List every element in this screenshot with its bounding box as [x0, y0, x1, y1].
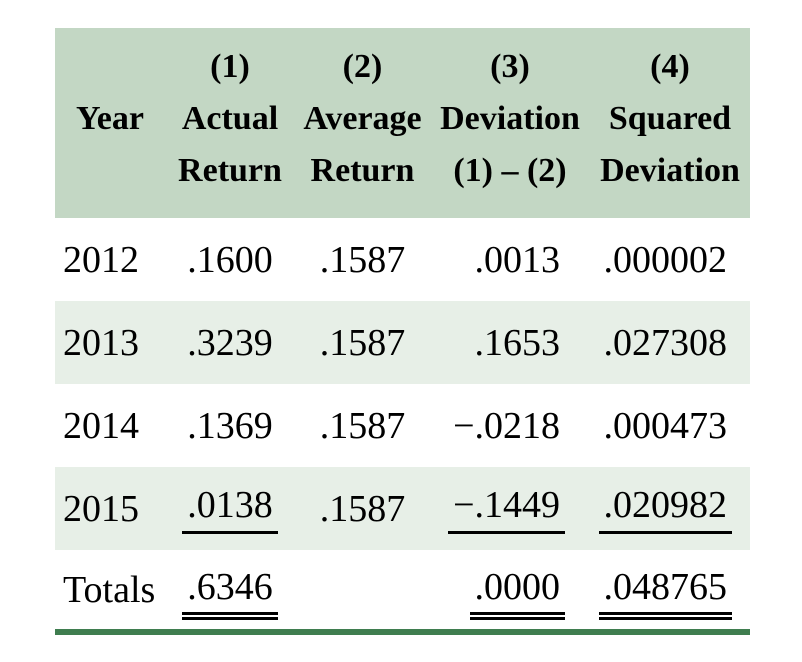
cell-average-return: .1587 [319, 321, 406, 364]
cell-actual-return: .6346 [165, 565, 295, 620]
cell-actual-return: .3239 [187, 321, 273, 364]
cell-deviation: −.1449 [430, 483, 590, 534]
header-col-number: (2) [342, 48, 383, 85]
cell-year: 2012 [63, 238, 139, 281]
header-col-label: Return [310, 152, 415, 189]
cell-average-return: .1587 [319, 238, 406, 281]
cell-deviation: .0013 [474, 238, 561, 281]
row-2015: 2015 .0138 .1587 −.1449 .020982 [55, 467, 750, 550]
header-col-number [55, 41, 165, 93]
cell-actual-return: .1369 [187, 404, 273, 447]
header-col-label: Return [178, 152, 282, 189]
header-col-number: (4) [650, 48, 690, 85]
cell-year: Totals [63, 568, 156, 611]
header-col-label: (1) – (2) [453, 152, 567, 189]
row-totals: Totals .6346 .0000 .048765 [55, 550, 750, 629]
header-col-label: Year [76, 100, 144, 137]
cell-year: 2015 [63, 487, 139, 530]
cell-actual-return: .0138 [165, 483, 295, 534]
cell-average-return: .1587 [319, 404, 406, 447]
cell-year: 2014 [63, 404, 139, 447]
header-squared-deviation: (4) Squared Deviation [590, 41, 750, 218]
cell-year: 2013 [63, 321, 139, 364]
returns-table: Year (1) Actual Return (2) Average Retur… [55, 28, 750, 635]
cell-average-return: .1587 [319, 487, 406, 530]
cell-squared-deviation: .000473 [603, 404, 728, 447]
row-2013: 2013 .3239 .1587 .1653 .027308 [55, 301, 750, 384]
cell-squared-deviation: .027308 [603, 321, 728, 364]
table-header: Year (1) Actual Return (2) Average Retur… [55, 28, 750, 218]
bottom-rule [55, 629, 750, 635]
header-year: Year [55, 41, 165, 218]
header-col-label: Deviation [440, 100, 580, 137]
cell-deviation: .1653 [474, 321, 561, 364]
header-actual-return: (1) Actual Return [165, 41, 295, 218]
cell-deviation: .0000 [430, 565, 590, 620]
cell-squared-deviation: .000002 [603, 238, 728, 281]
header-col-number: (3) [490, 48, 530, 85]
header-col-label [55, 145, 165, 197]
row-2014: 2014 .1369 .1587 −.0218 .000473 [55, 384, 750, 467]
cell-squared-deviation: .048765 [590, 565, 750, 620]
header-col-number: (1) [210, 48, 250, 85]
cell-squared-deviation: .020982 [590, 483, 750, 534]
header-col-label: Actual [181, 100, 279, 137]
row-2012: 2012 .1600 .1587 .0013 .000002 [55, 218, 750, 301]
header-col-label: Deviation [600, 152, 740, 189]
cell-deviation: −.0218 [453, 404, 560, 447]
header-average-return: (2) Average Return [295, 41, 430, 218]
cell-actual-return: .1600 [187, 238, 273, 281]
header-deviation: (3) Deviation (1) – (2) [430, 41, 590, 218]
header-col-label: Average [303, 100, 422, 137]
header-col-label: Squared [608, 100, 732, 137]
